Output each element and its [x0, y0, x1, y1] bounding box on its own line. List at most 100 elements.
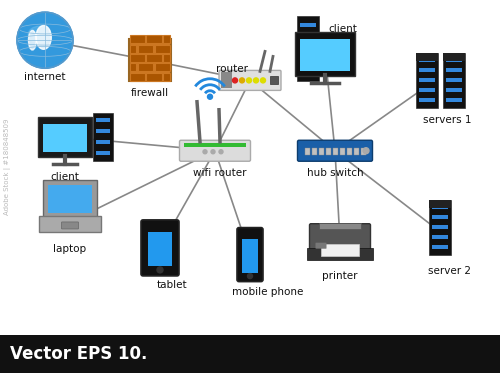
FancyBboxPatch shape	[43, 181, 97, 219]
Text: mobile phone: mobile phone	[232, 286, 304, 297]
FancyBboxPatch shape	[300, 59, 316, 63]
FancyBboxPatch shape	[219, 70, 281, 90]
Text: Vector EPS 10.: Vector EPS 10.	[10, 345, 147, 363]
FancyBboxPatch shape	[130, 73, 145, 81]
Text: server 2: server 2	[428, 266, 470, 276]
FancyBboxPatch shape	[146, 54, 162, 62]
FancyBboxPatch shape	[300, 35, 316, 39]
Circle shape	[363, 148, 369, 154]
FancyBboxPatch shape	[242, 239, 258, 273]
Text: firewall: firewall	[131, 88, 169, 98]
FancyBboxPatch shape	[416, 53, 438, 108]
Text: printer: printer	[322, 271, 358, 281]
FancyBboxPatch shape	[300, 23, 316, 27]
FancyBboxPatch shape	[130, 45, 136, 53]
FancyBboxPatch shape	[418, 58, 434, 62]
FancyBboxPatch shape	[442, 53, 464, 108]
FancyBboxPatch shape	[432, 215, 448, 219]
FancyBboxPatch shape	[154, 63, 170, 71]
FancyBboxPatch shape	[39, 216, 101, 232]
FancyBboxPatch shape	[297, 16, 319, 81]
Circle shape	[203, 150, 207, 154]
Text: router: router	[216, 65, 248, 74]
FancyBboxPatch shape	[96, 118, 110, 122]
Circle shape	[248, 274, 252, 279]
FancyBboxPatch shape	[138, 63, 153, 71]
FancyBboxPatch shape	[446, 78, 462, 82]
FancyBboxPatch shape	[298, 140, 372, 161]
FancyBboxPatch shape	[270, 76, 278, 84]
FancyBboxPatch shape	[307, 248, 373, 260]
FancyBboxPatch shape	[163, 35, 170, 43]
FancyBboxPatch shape	[418, 68, 434, 72]
Text: client: client	[328, 23, 358, 34]
Circle shape	[211, 150, 215, 154]
FancyBboxPatch shape	[319, 148, 324, 155]
Text: client: client	[50, 172, 80, 182]
Circle shape	[232, 78, 237, 83]
Ellipse shape	[36, 25, 52, 49]
FancyBboxPatch shape	[163, 54, 170, 62]
FancyBboxPatch shape	[93, 113, 113, 162]
FancyBboxPatch shape	[354, 148, 359, 155]
Circle shape	[157, 267, 163, 273]
FancyBboxPatch shape	[154, 45, 170, 53]
FancyBboxPatch shape	[300, 47, 316, 51]
FancyBboxPatch shape	[141, 220, 179, 276]
FancyBboxPatch shape	[446, 58, 462, 62]
FancyBboxPatch shape	[418, 88, 434, 92]
FancyBboxPatch shape	[429, 200, 451, 208]
Ellipse shape	[28, 31, 36, 50]
FancyBboxPatch shape	[429, 200, 451, 255]
FancyBboxPatch shape	[48, 185, 92, 213]
FancyBboxPatch shape	[96, 151, 110, 155]
FancyBboxPatch shape	[184, 143, 246, 147]
FancyBboxPatch shape	[432, 245, 448, 249]
FancyBboxPatch shape	[43, 124, 87, 152]
Circle shape	[254, 78, 258, 83]
FancyBboxPatch shape	[446, 88, 462, 92]
FancyBboxPatch shape	[300, 71, 316, 75]
FancyBboxPatch shape	[163, 73, 170, 81]
FancyBboxPatch shape	[180, 140, 250, 161]
FancyBboxPatch shape	[416, 53, 438, 61]
FancyBboxPatch shape	[221, 72, 232, 88]
FancyBboxPatch shape	[146, 73, 162, 81]
FancyBboxPatch shape	[321, 244, 359, 256]
Circle shape	[17, 12, 73, 68]
FancyBboxPatch shape	[432, 205, 448, 209]
FancyBboxPatch shape	[96, 140, 110, 144]
FancyBboxPatch shape	[305, 148, 310, 155]
FancyBboxPatch shape	[319, 223, 361, 229]
FancyBboxPatch shape	[130, 63, 136, 71]
Text: tablet: tablet	[156, 280, 188, 290]
FancyBboxPatch shape	[442, 53, 464, 61]
FancyBboxPatch shape	[312, 148, 317, 155]
FancyBboxPatch shape	[148, 232, 172, 266]
FancyBboxPatch shape	[295, 32, 355, 76]
FancyBboxPatch shape	[347, 148, 352, 155]
FancyBboxPatch shape	[146, 35, 162, 43]
FancyBboxPatch shape	[326, 148, 331, 155]
FancyBboxPatch shape	[340, 148, 345, 155]
FancyBboxPatch shape	[129, 39, 171, 81]
Circle shape	[240, 78, 244, 83]
Circle shape	[246, 78, 252, 83]
Text: wifi router: wifi router	[193, 168, 247, 178]
Text: Adobe Stock | #180848509: Adobe Stock | #180848509	[4, 119, 12, 215]
FancyBboxPatch shape	[38, 117, 92, 157]
FancyBboxPatch shape	[138, 45, 153, 53]
FancyBboxPatch shape	[96, 129, 110, 134]
Circle shape	[208, 94, 212, 99]
FancyBboxPatch shape	[432, 235, 448, 239]
FancyBboxPatch shape	[418, 98, 434, 102]
Ellipse shape	[28, 26, 50, 43]
FancyBboxPatch shape	[130, 54, 145, 62]
Text: LAN Network Diagram: LAN Network Diagram	[248, 344, 495, 364]
FancyBboxPatch shape	[130, 35, 145, 43]
FancyBboxPatch shape	[62, 222, 78, 229]
Text: internet: internet	[24, 72, 66, 82]
FancyBboxPatch shape	[361, 148, 366, 155]
FancyBboxPatch shape	[446, 98, 462, 102]
FancyBboxPatch shape	[0, 335, 500, 373]
